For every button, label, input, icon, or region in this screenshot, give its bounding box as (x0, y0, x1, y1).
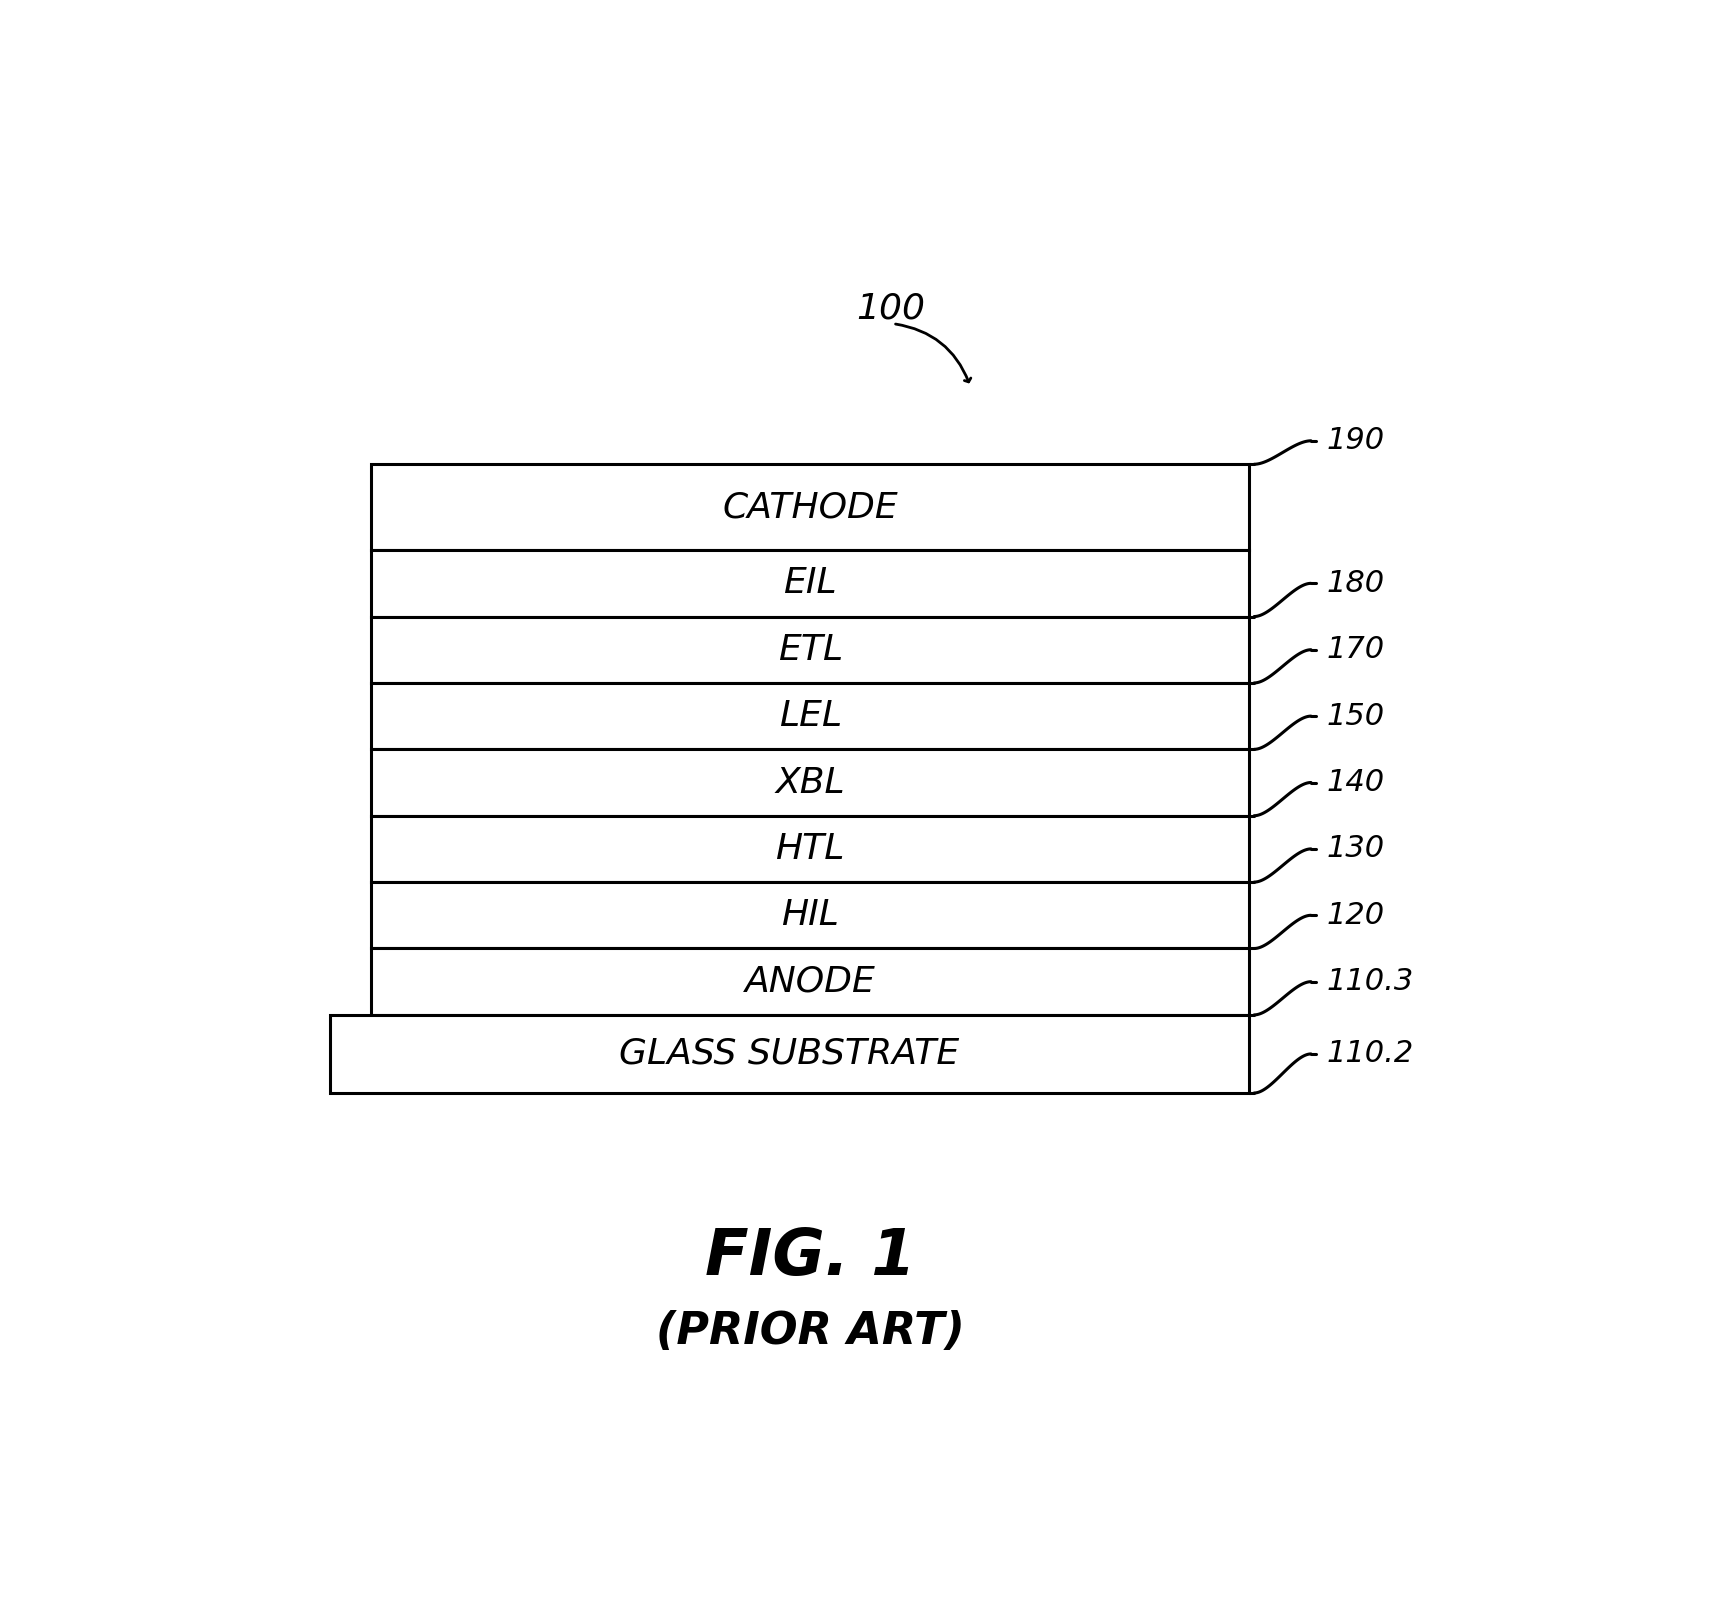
Text: EIL: EIL (783, 566, 837, 601)
Text: 170: 170 (1327, 635, 1384, 664)
Bar (371, 948, 1249, 1014)
Text: 100: 100 (857, 291, 925, 325)
Text: HIL: HIL (781, 898, 838, 932)
Text: 130: 130 (1327, 834, 1384, 863)
Bar (331, 1014, 1249, 1092)
Text: 190: 190 (1327, 427, 1384, 456)
Bar (371, 816, 1249, 883)
Text: CATHODE: CATHODE (722, 490, 899, 524)
Bar (371, 617, 1249, 683)
Text: (PRIOR ART): (PRIOR ART) (656, 1310, 965, 1352)
Bar (371, 464, 1249, 550)
Bar (371, 683, 1249, 750)
Text: HTL: HTL (776, 833, 845, 867)
Bar (371, 881, 1249, 948)
Text: 180: 180 (1327, 568, 1384, 597)
Text: LEL: LEL (779, 700, 842, 734)
Text: ANODE: ANODE (745, 964, 876, 998)
Text: 110.3: 110.3 (1327, 967, 1413, 997)
Text: XBL: XBL (776, 766, 845, 800)
Text: 150: 150 (1327, 701, 1384, 730)
Text: 110.2: 110.2 (1327, 1039, 1413, 1068)
Text: FIG. 1: FIG. 1 (705, 1225, 916, 1289)
Text: 140: 140 (1327, 768, 1384, 797)
Text: ETL: ETL (778, 633, 843, 667)
Text: GLASS SUBSTRATE: GLASS SUBSTRATE (620, 1037, 960, 1071)
Bar (371, 750, 1249, 816)
Bar (371, 550, 1249, 617)
Text: 120: 120 (1327, 901, 1384, 930)
